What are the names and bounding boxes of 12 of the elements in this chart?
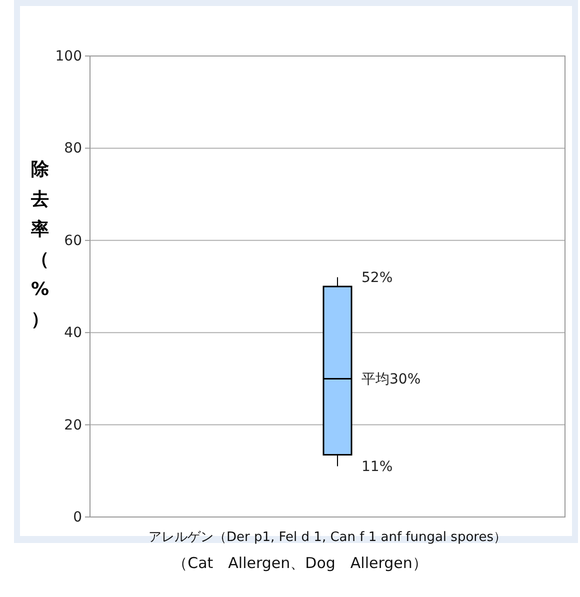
- x-axis-title: （Cat Allergen、Dog Allergen）: [172, 554, 428, 572]
- y-tick-label: 40: [64, 325, 82, 342]
- annotation: 11%: [362, 459, 393, 476]
- y-tick-label: 100: [55, 48, 82, 64]
- y-tick-label: 0: [73, 509, 82, 526]
- y-axis-title: 除去率（%）: [30, 159, 50, 330]
- annotation: 52%: [362, 270, 393, 286]
- y-tick-label: 20: [64, 417, 82, 434]
- y-tick-label: 80: [64, 140, 82, 157]
- annotation: 平均30%: [362, 372, 421, 388]
- y-tick-label: 60: [64, 232, 82, 249]
- x-tick-label: アレルゲン（Der p1, Fel d 1, Can f 1 anf fungal spores）: [148, 530, 506, 545]
